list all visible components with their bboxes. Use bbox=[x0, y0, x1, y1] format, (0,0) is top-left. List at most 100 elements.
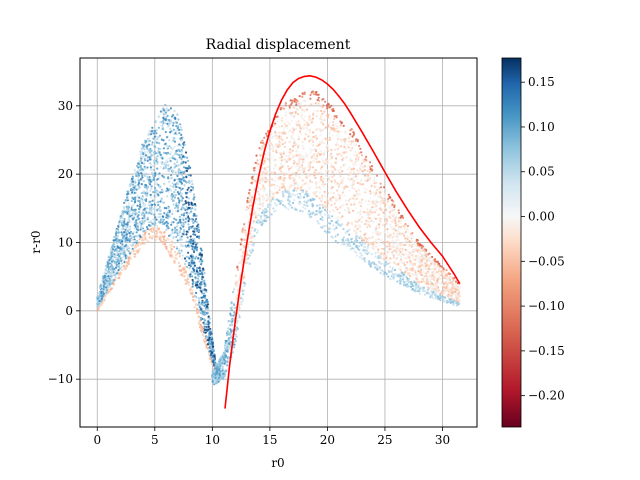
scatter-point bbox=[182, 223, 185, 226]
scatter-point bbox=[323, 116, 326, 119]
scatter-point bbox=[143, 219, 146, 222]
scatter-point bbox=[145, 186, 148, 190]
scatter-point bbox=[131, 180, 134, 183]
scatter-point bbox=[166, 222, 170, 225]
scatter-point bbox=[406, 229, 409, 232]
scatter-point bbox=[154, 133, 157, 136]
scatter-point bbox=[118, 221, 121, 224]
scatter-point bbox=[149, 189, 152, 192]
scatter-point bbox=[110, 248, 113, 251]
scatter-point bbox=[253, 185, 256, 189]
scatter-point bbox=[151, 199, 154, 202]
scatter-point bbox=[337, 126, 340, 129]
scatter-point bbox=[184, 166, 187, 169]
scatter-point bbox=[141, 143, 144, 146]
scatter-point bbox=[186, 156, 189, 159]
scatter-point bbox=[338, 211, 341, 214]
scatter-point bbox=[282, 194, 285, 197]
scatter-point bbox=[205, 298, 208, 301]
scatter-point bbox=[158, 121, 162, 124]
scatter-point bbox=[112, 282, 115, 285]
scatter-point bbox=[364, 200, 367, 203]
scatter-point bbox=[186, 265, 189, 269]
scatter-point bbox=[183, 203, 186, 206]
scatter-point bbox=[202, 267, 205, 270]
scatter-point bbox=[124, 225, 127, 228]
scatter-point bbox=[172, 183, 176, 186]
scatter-point bbox=[144, 154, 147, 157]
scatter-point bbox=[96, 303, 99, 306]
scatter-point bbox=[144, 172, 148, 175]
scatter-point bbox=[283, 177, 286, 180]
scatter-point bbox=[223, 346, 226, 350]
scatter-point bbox=[290, 206, 293, 209]
scatter-point bbox=[185, 202, 188, 205]
scatter-point bbox=[279, 170, 282, 173]
scatter-point bbox=[162, 107, 165, 110]
scatter-point bbox=[122, 224, 125, 227]
scatter-point bbox=[379, 182, 382, 185]
scatter-point bbox=[144, 210, 147, 213]
scatter-point bbox=[206, 303, 210, 306]
scatter-point bbox=[153, 135, 156, 138]
scatter-point bbox=[192, 233, 195, 236]
scatter-point bbox=[256, 229, 259, 232]
scatter-point bbox=[237, 279, 240, 282]
scatter-point bbox=[139, 228, 142, 231]
scatter-point bbox=[439, 277, 442, 280]
scatter-point bbox=[143, 174, 146, 177]
scatter-point bbox=[361, 220, 364, 223]
scatter-point bbox=[178, 201, 181, 204]
scatter-point bbox=[410, 245, 413, 248]
scatter-point bbox=[315, 213, 318, 216]
scatter-point bbox=[132, 252, 135, 255]
scatter-point bbox=[129, 220, 132, 223]
scatter-point bbox=[195, 214, 198, 217]
scatter-point bbox=[283, 122, 286, 125]
scatter-point bbox=[149, 150, 152, 153]
scatter-point bbox=[166, 122, 169, 125]
scatter-point bbox=[192, 268, 195, 271]
scatter-point bbox=[137, 181, 140, 184]
scatter-point bbox=[178, 231, 181, 234]
scatter-point bbox=[128, 210, 131, 213]
scatter-point bbox=[289, 148, 292, 151]
scatter-point bbox=[263, 136, 266, 139]
scatter-point bbox=[157, 115, 160, 118]
scatter-point bbox=[360, 179, 363, 182]
scatter-point bbox=[195, 291, 198, 294]
scatter-point bbox=[189, 273, 192, 276]
scatter-point bbox=[296, 112, 300, 116]
scatter-point bbox=[383, 254, 386, 258]
scatter-point bbox=[339, 196, 342, 200]
scatter-point bbox=[298, 95, 301, 98]
scatter-point bbox=[117, 231, 120, 234]
scatter-point bbox=[339, 166, 342, 169]
scatter-point bbox=[203, 318, 206, 321]
scatter-point bbox=[187, 240, 190, 243]
scatter-point bbox=[199, 272, 202, 276]
scatter-point bbox=[259, 174, 262, 177]
scatter-point bbox=[402, 216, 405, 219]
scatter-point bbox=[178, 156, 181, 159]
scatter-point bbox=[152, 197, 155, 200]
scatter-point bbox=[115, 231, 118, 234]
scatter-point bbox=[299, 106, 302, 109]
scatter-point bbox=[180, 150, 183, 153]
scatter-point bbox=[152, 227, 155, 230]
scatter-point bbox=[174, 116, 177, 120]
scatter-point bbox=[169, 243, 172, 247]
scatter-point bbox=[368, 213, 371, 216]
scatter-point bbox=[178, 128, 181, 131]
scatter-point bbox=[180, 148, 183, 152]
scatter-point bbox=[168, 215, 171, 218]
scatter-point bbox=[303, 196, 306, 199]
scatter-point bbox=[123, 253, 126, 256]
scatter-point bbox=[187, 228, 191, 231]
scatter-point bbox=[181, 146, 185, 149]
scatter-point bbox=[168, 145, 171, 148]
scatter-point bbox=[120, 228, 124, 231]
scatter-point bbox=[176, 149, 179, 152]
scatter-point bbox=[132, 203, 135, 207]
scatter-point bbox=[319, 218, 322, 221]
